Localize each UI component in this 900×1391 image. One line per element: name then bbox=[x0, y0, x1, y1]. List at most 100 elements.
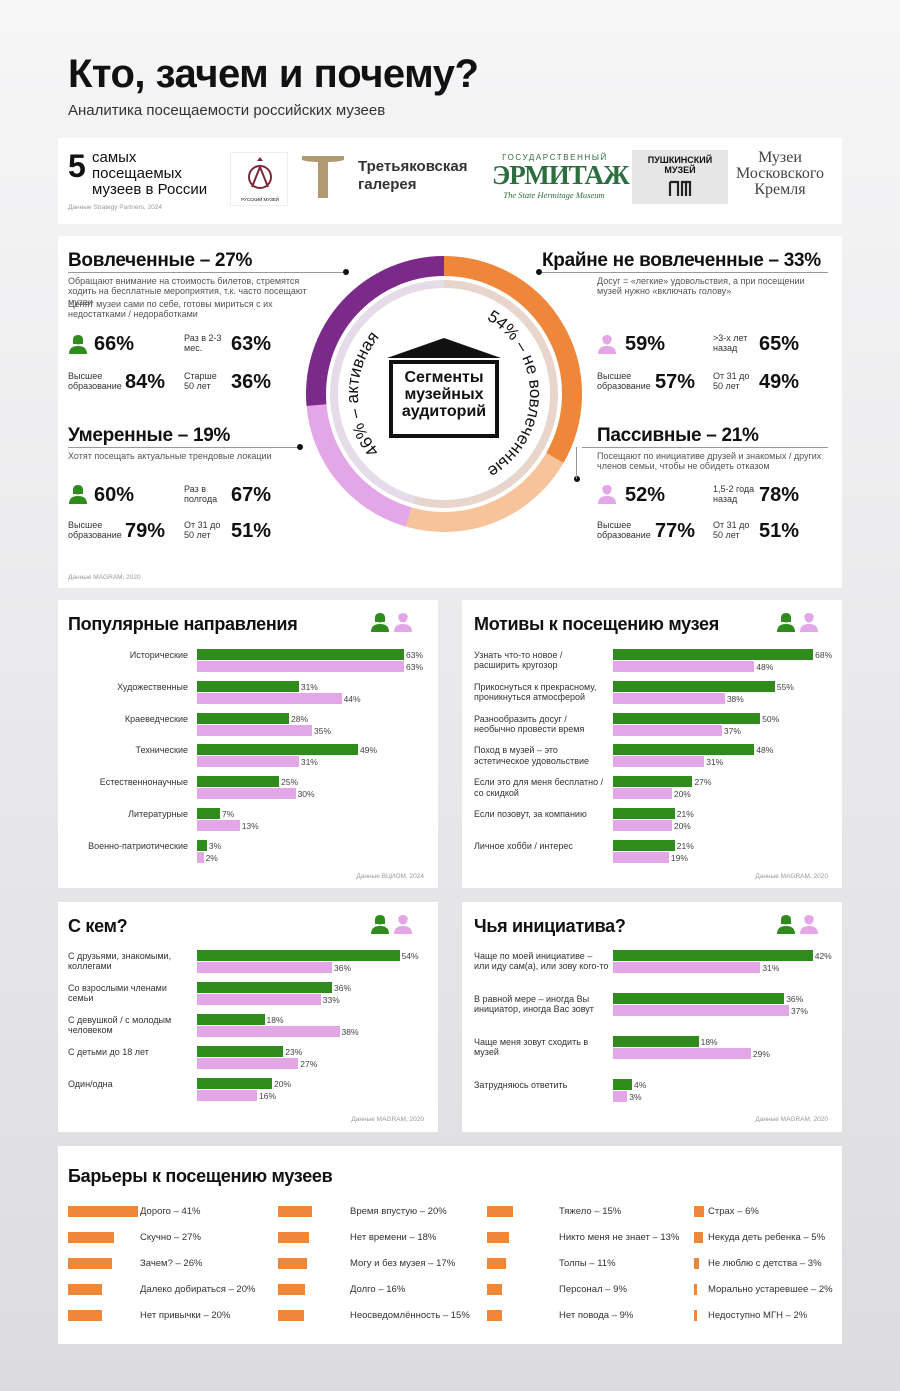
bar-value-label: 2% bbox=[205, 852, 218, 863]
bar-value-label: 28% bbox=[291, 713, 309, 724]
bar-value-label: 20% bbox=[274, 1079, 292, 1089]
passive-dot bbox=[574, 476, 580, 482]
passive-connector bbox=[576, 447, 577, 479]
category-label: Личное хобби / интерес bbox=[474, 840, 573, 851]
pushkin-caption: ПУШКИНСКИЙ МУЗЕЙ bbox=[647, 155, 713, 175]
bar-value-label: 35% bbox=[314, 725, 332, 736]
bar-male bbox=[613, 756, 705, 768]
bar-value-label: 37% bbox=[790, 1006, 808, 1016]
bar-value-label: 36% bbox=[786, 994, 804, 1004]
very-low-edu-label: Высшее образование bbox=[597, 371, 651, 392]
engaged-dot bbox=[343, 269, 349, 275]
moderate-freq-value: 67% bbox=[231, 484, 272, 506]
moderate-dot bbox=[297, 444, 303, 450]
bar-value-label: 55% bbox=[776, 681, 794, 692]
barrier-label: Толпы – 11% bbox=[559, 1258, 616, 1269]
barrier-label: Долго – 16% bbox=[350, 1284, 406, 1295]
male-person-icon bbox=[394, 915, 412, 934]
category-label: Чаще по моей инициативе – или иду сам(а)… bbox=[474, 951, 609, 972]
barrier-label: Время впустую – 20% bbox=[350, 1206, 447, 1217]
barrier-bar bbox=[278, 1206, 313, 1217]
female-person-icon bbox=[371, 613, 389, 632]
category-label: Художественные bbox=[117, 681, 188, 692]
bar-male bbox=[613, 692, 725, 704]
pushkin-logo: ПУШКИНСКИЙ МУЗЕЙ bbox=[632, 150, 728, 204]
bar-value-label: 18% bbox=[266, 1015, 284, 1025]
bar-value-label: 42% bbox=[814, 951, 832, 961]
category-label: Технические bbox=[135, 745, 188, 756]
motives-title: Мотивы к посещению музея bbox=[474, 614, 719, 634]
barrier-label: Некуда деть ребенка – 5% bbox=[708, 1232, 826, 1243]
barrier-label: Морально устаревшее – 2% bbox=[708, 1284, 833, 1295]
passive-desc1: Посещают по инициативе друзей и знакомых… bbox=[597, 451, 822, 472]
bar-female bbox=[197, 680, 299, 692]
bar-value-label: 38% bbox=[341, 1027, 359, 1037]
moderate-underline bbox=[68, 447, 300, 448]
very-low-edu-value: 57% bbox=[655, 371, 696, 393]
bar-value-label: 25% bbox=[281, 777, 299, 788]
segments-source: Данные MAGRAM, 2020 bbox=[68, 574, 141, 581]
ring-inner-active bbox=[330, 280, 445, 504]
female-person-icon bbox=[69, 485, 87, 504]
bar-male bbox=[613, 851, 669, 863]
bar-male bbox=[197, 1058, 299, 1069]
moderate-title: Умеренные – 19% bbox=[68, 425, 231, 446]
bar-value-label: 44% bbox=[343, 693, 361, 704]
barrier-bar bbox=[487, 1310, 503, 1321]
bar-female bbox=[613, 744, 755, 756]
barrier-label: Персонал – 9% bbox=[559, 1284, 627, 1295]
bar-male bbox=[197, 724, 312, 736]
bar-male bbox=[613, 820, 672, 831]
bar-female bbox=[197, 839, 207, 851]
tretyakov-t-icon bbox=[302, 156, 344, 198]
female-person-icon bbox=[777, 613, 795, 632]
bar-value-label: 36% bbox=[334, 983, 352, 993]
passive-underline bbox=[582, 447, 828, 448]
motives-source: Данные MAGRAM, 2020 bbox=[755, 873, 828, 880]
bar-female bbox=[197, 649, 404, 660]
bar-value-label: 23% bbox=[285, 1047, 303, 1057]
barrier-label: Никто меня не знает – 13% bbox=[559, 1232, 680, 1243]
bar-male bbox=[613, 788, 672, 800]
bar-value-label: 30% bbox=[297, 789, 315, 800]
segments-center-label: Сегменты музейных аудиторий bbox=[401, 369, 487, 420]
bar-female bbox=[613, 1079, 633, 1090]
barrier-bar bbox=[487, 1206, 513, 1217]
hermitage-caption-main: ЭРМИТАЖ bbox=[492, 160, 630, 190]
very-low-dot bbox=[536, 269, 542, 275]
bar-male bbox=[197, 1090, 257, 1101]
bar-value-label: 20% bbox=[673, 821, 691, 831]
barrier-bar bbox=[487, 1284, 503, 1295]
barrier-label: Скучно – 27% bbox=[140, 1232, 201, 1243]
bar-value-label: 20% bbox=[673, 789, 691, 800]
initiative-panel bbox=[462, 902, 842, 1132]
barrier-bar bbox=[278, 1284, 306, 1295]
bar-female bbox=[613, 649, 814, 660]
bar-value-label: 38% bbox=[726, 693, 744, 704]
barrier-bar bbox=[68, 1206, 138, 1217]
barrier-bar bbox=[278, 1232, 309, 1243]
barrier-bar bbox=[487, 1258, 506, 1269]
kremlin-caption: Музеи Московского Кремля bbox=[736, 149, 824, 198]
bar-female bbox=[197, 712, 289, 724]
passive-edu-value: 77% bbox=[655, 520, 696, 542]
bar-male bbox=[613, 1005, 789, 1016]
passive-age-label: От 31 до 50 лет bbox=[713, 520, 750, 541]
very-low-freq-value: 65% bbox=[759, 333, 800, 355]
very-low-age-label: От 31 до 50 лет bbox=[713, 371, 750, 392]
male-person-icon bbox=[800, 613, 818, 632]
bar-value-label: 31% bbox=[300, 757, 318, 768]
bar-value-label: 48% bbox=[756, 662, 774, 672]
very-low-age-value: 49% bbox=[759, 371, 800, 393]
barriers-panel bbox=[58, 1146, 842, 1344]
moderate-age-label: От 31 до 50 лет bbox=[184, 520, 221, 541]
barrier-bar bbox=[68, 1284, 103, 1295]
category-label: Разнообразить досуг / необычно провести … bbox=[474, 713, 585, 734]
category-label: С друзьями, знакомыми, коллегами bbox=[68, 951, 172, 972]
bar-value-label: 18% bbox=[700, 1037, 718, 1047]
category-label: Если позовут, за компанию bbox=[474, 809, 587, 819]
very-low-underline bbox=[538, 272, 828, 273]
barrier-bar bbox=[694, 1258, 700, 1269]
bar-male bbox=[197, 788, 296, 800]
